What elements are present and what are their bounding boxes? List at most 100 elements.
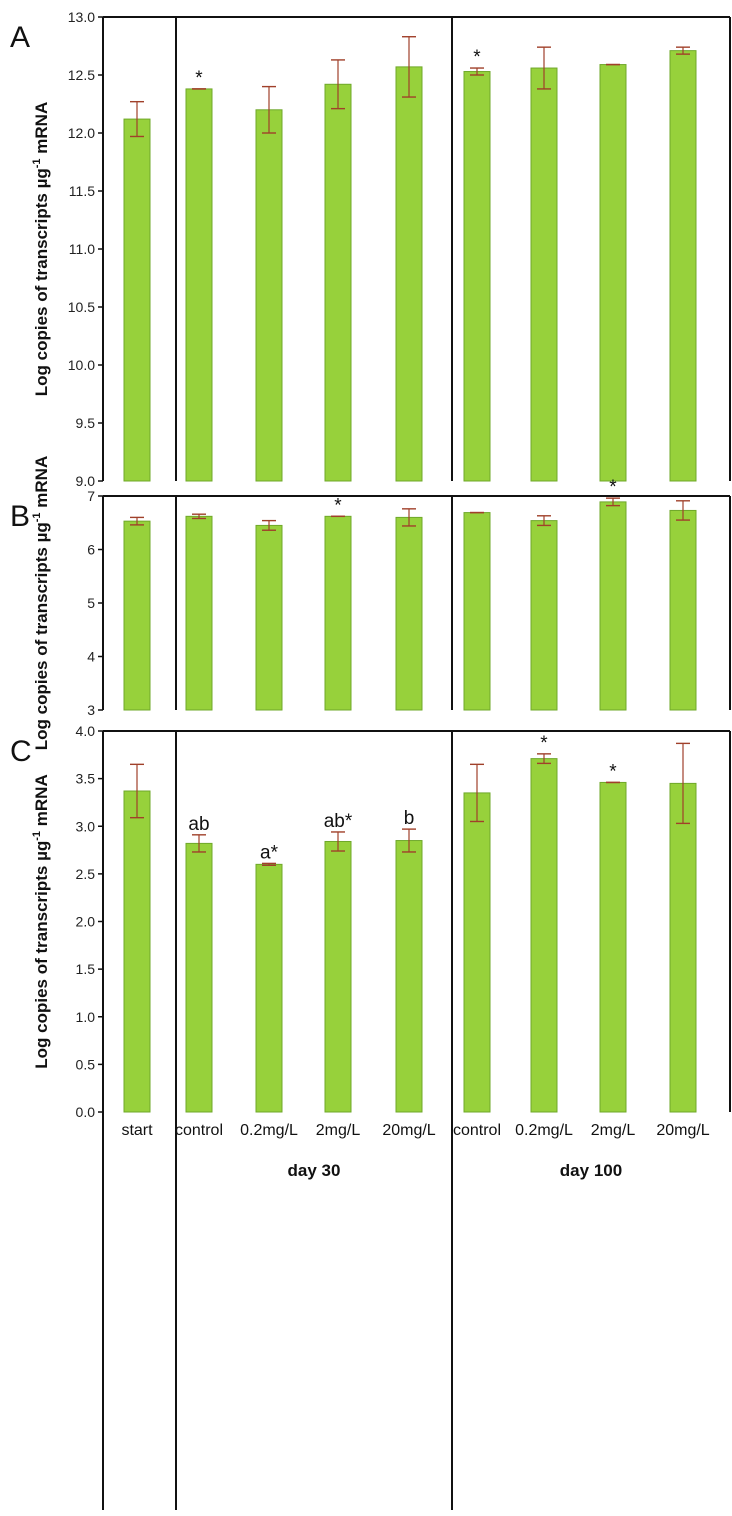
group-label: day 30 [288, 1161, 341, 1180]
significance-label: * [540, 733, 548, 754]
x-tick-label: control [175, 1122, 223, 1139]
panel-letter: A [10, 21, 30, 54]
bar [463, 71, 491, 482]
y-axis-label-superscript: -1 [31, 158, 43, 168]
y-tick-label: 10.0 [68, 357, 95, 373]
panel-a: 9.0 9.5 10.0 10.5 11.0 11.5 12.0 12.5 13.0 A Log c… [10, 9, 731, 489]
error-bar [192, 834, 206, 853]
bar [530, 520, 558, 711]
y-axis-label-unit: mRNA [32, 774, 51, 831]
y-tick-label: 3 [87, 702, 95, 718]
x-axis: start control 0.2mg/L 2mg/L 20mg/L control 0.2… [102, 1112, 710, 1510]
x-tick-label: 2mg/L [316, 1122, 361, 1139]
error-bar [470, 67, 484, 76]
y-tick-label: 9.0 [76, 473, 96, 489]
error-bar [331, 831, 345, 852]
bar [324, 515, 352, 711]
y-tick-label: 1.0 [76, 1009, 96, 1025]
x-tick-label: 20mg/L [656, 1122, 709, 1139]
significance-label: ab* [324, 811, 353, 832]
error-bar [537, 753, 551, 765]
y-axis-label: Log copies of transcripts µg-1 mRNA [31, 102, 51, 396]
y-tick-label: 6 [87, 542, 95, 558]
bar [463, 792, 491, 1113]
y-tick-label: 11.5 [69, 183, 95, 199]
y-tick-label: 5 [87, 595, 95, 611]
error-bar [537, 46, 551, 90]
y-axis-label-main: Log copies of transcripts µg [32, 522, 51, 750]
bar [255, 109, 283, 482]
y-tick-label: 2.5 [76, 866, 96, 882]
bar [395, 66, 423, 482]
y-tick-label: 0.5 [76, 1056, 96, 1072]
error-bar [402, 508, 416, 527]
bar [599, 64, 627, 482]
y-tick-label: 0.0 [76, 1104, 96, 1120]
error-bar [192, 513, 206, 520]
x-tick-label: 20mg/L [382, 1122, 435, 1139]
bar [255, 863, 283, 1113]
y-tick-label: 7 [87, 488, 95, 504]
error-bar [130, 516, 144, 526]
error-bar [262, 85, 276, 134]
significance-label: b [404, 808, 415, 829]
y-axis-label: Log copies of transcripts µg-1 mRNA [31, 774, 51, 1068]
panel-letter: B [10, 500, 30, 533]
y-tick-label: 4.0 [76, 723, 96, 739]
y-tick-label: 3.5 [76, 771, 96, 787]
bar [185, 88, 213, 482]
y-tick-label: 12.5 [68, 67, 95, 83]
group-label: day 100 [560, 1161, 622, 1180]
y-tick-label: 11.0 [69, 241, 95, 257]
bar [599, 501, 627, 711]
bar [185, 515, 213, 711]
significance-label: ab [188, 814, 209, 835]
bar [123, 118, 151, 482]
y-axis-label: Log copies of transcripts µg-1 mRNA [31, 456, 51, 750]
y-tick-label: 3.0 [76, 818, 96, 834]
significance-label: * [473, 47, 481, 68]
bar [185, 842, 213, 1113]
bar [123, 790, 151, 1113]
bar [669, 782, 697, 1113]
bar [669, 50, 697, 482]
error-bar [676, 500, 690, 521]
y-tick-label: 2.0 [76, 914, 96, 930]
error-bar [676, 742, 690, 825]
error-bar [262, 862, 276, 867]
x-tick-label: control [453, 1122, 501, 1139]
y-axis-label-main: Log copies of transcripts µg [32, 168, 51, 396]
error-bar [130, 763, 144, 819]
bar [530, 758, 558, 1113]
y-tick-label: 12.0 [68, 125, 95, 141]
error-bar [606, 497, 620, 507]
y-tick-label: 4 [87, 649, 95, 665]
error-bar [402, 828, 416, 853]
error-bar [402, 36, 416, 98]
significance-label: a* [260, 842, 279, 863]
y-axis-label-unit: mRNA [32, 102, 51, 159]
y-tick-label: 10.5 [68, 299, 95, 315]
panel-c: 0.0 0.5 1.0 1.5 2.0 2.5 3.0 3.5 4.0 C Log copies o… [10, 723, 731, 1120]
bar [463, 512, 491, 711]
error-bar [676, 46, 690, 55]
x-tick-label: 0.2mg/L [240, 1122, 298, 1139]
error-bar [262, 519, 276, 531]
bar [255, 524, 283, 711]
bar [324, 83, 352, 482]
significance-label: * [609, 761, 617, 782]
bar [530, 67, 558, 482]
significance-label: * [195, 68, 203, 89]
y-axis-label-unit: mRNA [32, 456, 51, 513]
y-axis-label-main: Log copies of transcripts µg [32, 841, 51, 1069]
significance-label: * [609, 477, 617, 498]
bar [599, 781, 627, 1113]
y-tick-label: 13.0 [68, 9, 95, 25]
y-axis-label-superscript: -1 [31, 512, 43, 522]
x-tick-label: 0.2mg/L [515, 1122, 573, 1139]
y-tick-label: 9.5 [76, 415, 96, 431]
y-axis-label-superscript: -1 [31, 831, 43, 841]
x-tick-label: start [121, 1122, 153, 1139]
